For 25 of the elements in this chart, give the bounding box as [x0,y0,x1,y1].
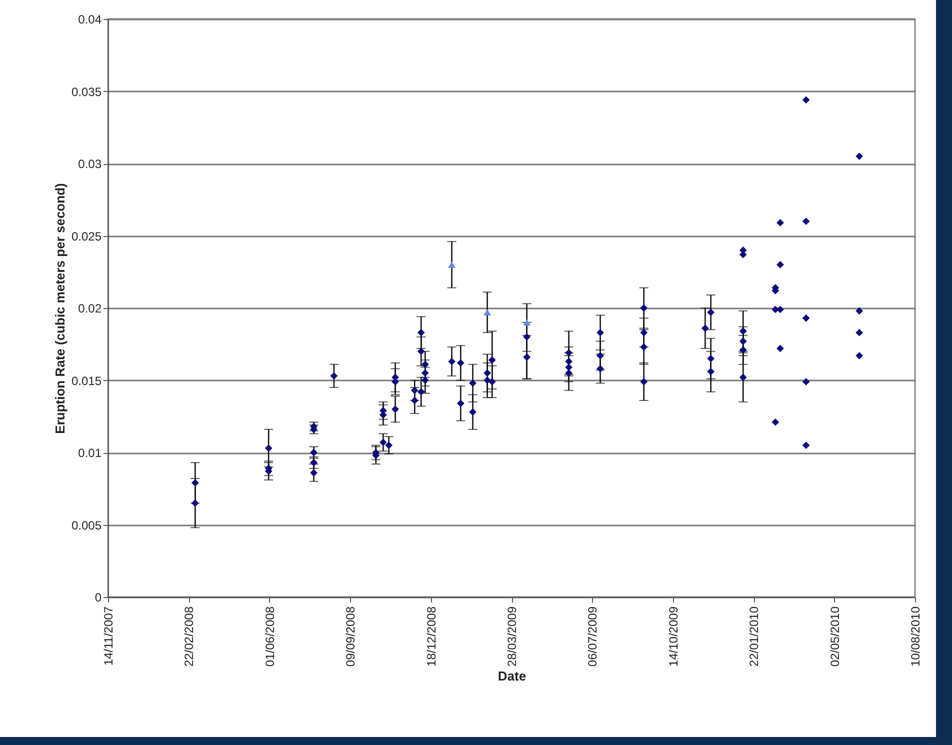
x-tick-label: 28/03/2009 [505,606,519,667]
x-tick-label: 06/07/2009 [586,606,600,667]
y-tick-label: 0.01 [78,446,102,460]
x-tick-label: 14/11/2007 [102,606,116,666]
y-tick-label: 0.015 [71,374,102,388]
y-tick-label: 0.04 [78,12,102,26]
x-tick-label: 14/10/2009 [666,606,680,667]
y-tick-label: 0 [94,590,102,604]
y-tick-label: 0.025 [71,229,102,244]
point [484,309,491,316]
x-tick-label: 18/12/2008 [424,606,438,667]
x-tick-label: 09/09/2008 [344,606,358,667]
x-tick-label: 22/01/2010 [747,606,762,667]
y-tick-label: 0.03 [78,157,102,171]
point [448,261,456,268]
x-tick-label: 10/08/2010 [908,606,922,667]
x-tick-label: 02/05/2010 [828,606,842,667]
x-tick-label: 01/06/2008 [262,606,277,667]
y-tick-label: 0.02 [78,302,102,316]
y-axis-title: Eruption Rate (cubic meters per second) [52,183,68,434]
point [523,319,531,326]
x-tick-label: 22/02/2008 [182,606,196,667]
x-axis-title: Date [498,668,526,684]
y-tick-label: 0.005 [71,518,102,532]
y-tick-label: 0.035 [71,84,102,99]
